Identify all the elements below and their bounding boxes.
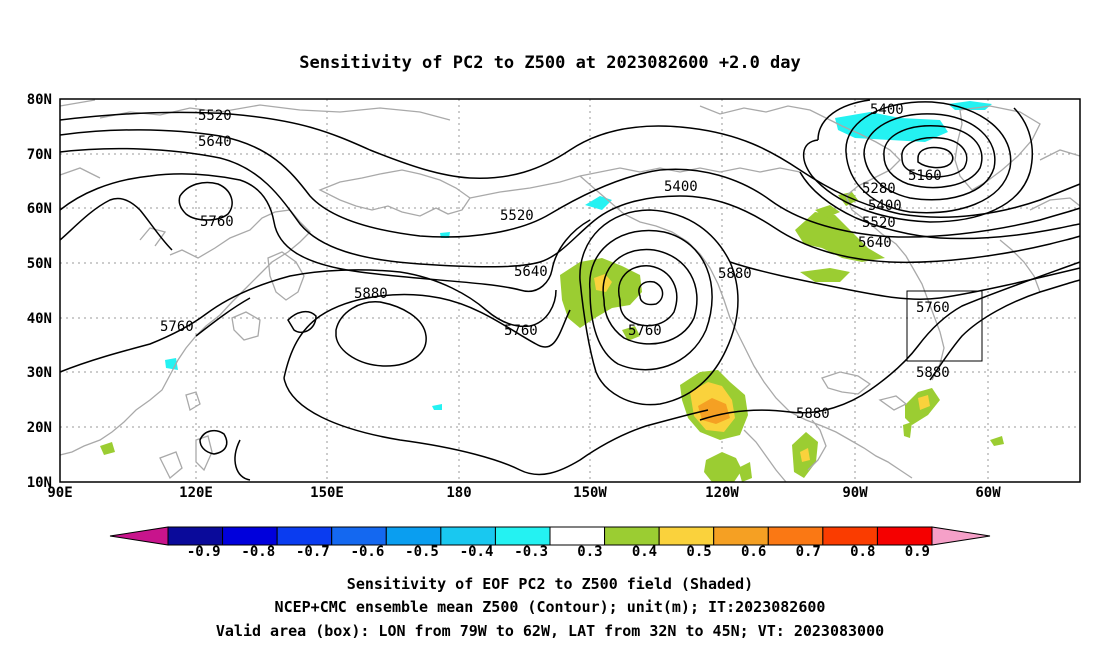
colorbar-swatch bbox=[604, 526, 660, 546]
colorbar-swatch bbox=[658, 526, 715, 546]
contour-label: 5280 bbox=[862, 181, 896, 197]
contour-label: 5880 bbox=[354, 286, 388, 302]
lat-label: 20N bbox=[27, 420, 52, 436]
lon-label: 180 bbox=[446, 485, 471, 501]
lat-label: 40N bbox=[27, 311, 52, 327]
valid-area-box bbox=[906, 290, 983, 362]
colorbar-swatch bbox=[713, 526, 769, 546]
colorbar-swatch bbox=[876, 526, 933, 546]
colorbar-label: 0.3 bbox=[577, 544, 602, 560]
colorbar-low-arrow bbox=[109, 526, 169, 546]
shade-negative-alaska bbox=[585, 196, 612, 210]
lat-label: 80N bbox=[27, 92, 52, 108]
colorbar-swatch bbox=[822, 526, 878, 546]
colorbar-label: 0.4 bbox=[632, 544, 657, 560]
map-frame bbox=[59, 98, 1081, 483]
colorbar-label: -0.5 bbox=[405, 544, 439, 560]
colorbar-swatch bbox=[222, 526, 278, 546]
shade-positive-canada-2 bbox=[815, 205, 840, 218]
coastlines bbox=[59, 99, 1081, 483]
colorbar-label: 0.7 bbox=[796, 544, 821, 560]
colorbar-label: -0.8 bbox=[241, 544, 275, 560]
shade-positive-small bbox=[622, 326, 640, 341]
contour-label: 5880 bbox=[916, 365, 950, 381]
lon-label: 90W bbox=[842, 485, 868, 501]
lat-label: 60N bbox=[27, 201, 52, 217]
lat-label: 10N bbox=[27, 475, 52, 491]
lon-label: 60W bbox=[975, 485, 1001, 501]
colorbar-label: 0.9 bbox=[905, 544, 930, 560]
shade-positive-hudson bbox=[838, 192, 858, 206]
colorbar-label: -0.7 bbox=[296, 544, 330, 560]
lat-label: 50N bbox=[27, 256, 52, 272]
colorbar: -0.9 -0.8 -0.7 -0.6 -0.5 -0.4 -0.3 0.3 0.4 0.5 0.6… bbox=[109, 526, 991, 560]
shade-positive-east-atlantic bbox=[990, 436, 1004, 446]
caption-line-1: Sensitivity of EOF PC2 to Z500 field (Sh… bbox=[347, 575, 753, 593]
contour-label: 5520 bbox=[500, 208, 534, 224]
contour-label: 5520 bbox=[198, 108, 232, 124]
contour-label: 5160 bbox=[908, 168, 942, 184]
contour-label: 5400 bbox=[664, 179, 698, 195]
lon-label: 150W bbox=[573, 485, 607, 501]
colorbar-label: -0.6 bbox=[351, 544, 385, 560]
caption-line-3: Valid area (box): LON from 79W to 62W, L… bbox=[216, 622, 884, 640]
colorbar-swatch bbox=[549, 526, 606, 546]
colorbar-swatch bbox=[276, 526, 333, 546]
colorbar-swatch bbox=[167, 526, 224, 546]
colorbar-label: 0.6 bbox=[741, 544, 766, 560]
lat-label: 70N bbox=[27, 147, 52, 163]
caption-line-2: NCEP+CMC ensemble mean Z500 (Contour); u… bbox=[275, 598, 826, 616]
shade-positive-central-america-core bbox=[800, 448, 810, 462]
colorbar-label: 0.5 bbox=[686, 544, 711, 560]
latitude-labels: 80N 70N 60N 50N 40N 30N 20N 10N bbox=[27, 92, 52, 491]
longitude-labels: 90E 120E 150E 180 150W 120W 90W 60W bbox=[47, 485, 1001, 501]
contour-label: 5640 bbox=[514, 264, 548, 280]
contour-label: 5760 bbox=[200, 214, 234, 230]
shade-positive-atlantic-2 bbox=[903, 422, 912, 438]
shade-positive-india bbox=[100, 442, 115, 455]
colorbar-label: -0.9 bbox=[187, 544, 221, 560]
colorbar-label: 0.8 bbox=[850, 544, 875, 560]
lon-label: 150E bbox=[310, 485, 344, 501]
contour-label: 5760 bbox=[160, 319, 194, 335]
colorbar-swatch bbox=[331, 526, 387, 546]
contour-label: 5880 bbox=[718, 266, 752, 282]
contour-labels: 5520 5640 5760 5520 5640 5760 5880 5760 … bbox=[160, 102, 950, 422]
lon-label: 90E bbox=[47, 485, 72, 501]
contour-label: 5640 bbox=[858, 235, 892, 251]
lon-label: 120W bbox=[705, 485, 739, 501]
colorbar-swatch bbox=[385, 526, 442, 546]
contour-label: 5760 bbox=[504, 323, 538, 339]
contour-label: 5880 bbox=[796, 406, 830, 422]
shade-positive-great-lakes bbox=[800, 268, 850, 282]
shade-positive-atlantic-core bbox=[918, 395, 930, 410]
lon-label: 120E bbox=[179, 485, 213, 501]
shade-positive-south bbox=[704, 452, 742, 482]
contour-label: 5760 bbox=[916, 300, 950, 316]
shade-negative-pacific bbox=[432, 404, 442, 410]
contour-label: 5400 bbox=[868, 198, 902, 214]
shade-positive-south-2 bbox=[738, 462, 752, 482]
shade-positive-canada bbox=[795, 212, 885, 262]
lat-label: 30N bbox=[27, 365, 52, 381]
contour-label: 5400 bbox=[870, 102, 904, 118]
colorbar-swatch bbox=[767, 526, 824, 546]
figure-title: Sensitivity of PC2 to Z500 at 2023082600… bbox=[299, 53, 801, 73]
contour-label: 5520 bbox=[862, 215, 896, 231]
z500-contours bbox=[59, 99, 1081, 481]
colorbar-label: -0.4 bbox=[460, 544, 494, 560]
colorbar-label: -0.3 bbox=[514, 544, 548, 560]
colorbar-high-arrow bbox=[931, 526, 991, 546]
colorbar-swatch bbox=[440, 526, 496, 546]
colorbar-swatch bbox=[494, 526, 551, 546]
contour-label: 5760 bbox=[628, 323, 662, 339]
contour-label: 5640 bbox=[198, 134, 232, 150]
